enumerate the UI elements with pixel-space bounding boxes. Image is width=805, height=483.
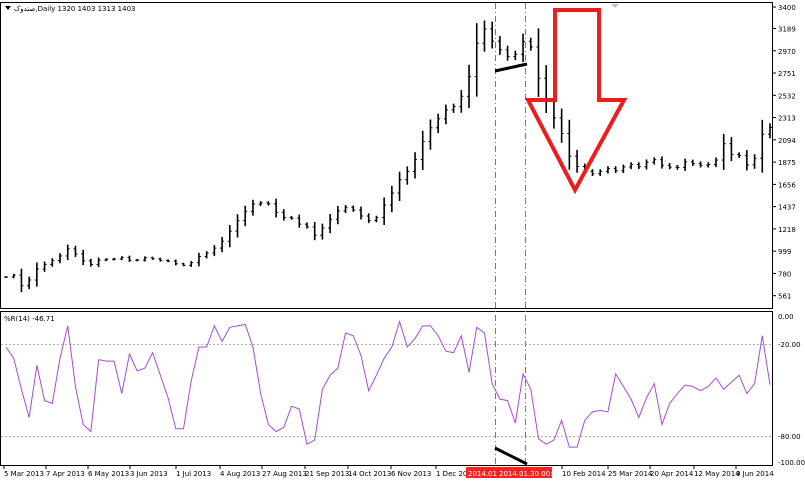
price-bars (4, 20, 772, 293)
oscillator-panel-frame (0, 311, 773, 466)
chart-title: صندوک,Daily 1320 1403 1313 1403 (14, 5, 136, 13)
time-tick-label: 20 Apr 2014 (650, 470, 694, 478)
price-panel-frame (0, 2, 773, 309)
wpr-line (5, 319, 771, 448)
wpr-divergence-line[interactable] (494, 446, 528, 466)
price-tick-label: 2532 (778, 92, 796, 100)
collapse-triangle-icon[interactable] (5, 6, 11, 10)
time-axis: 5 Mar 2013 7 Apr 2013 6 May 2013 3 Jun 2013… (3, 466, 774, 478)
date-highlight-1 (466, 467, 506, 478)
wpr-tick-80: -80.00 (778, 433, 801, 441)
wpr-line-group (5, 319, 771, 448)
time-tick-label: 9 Jun 2014 (736, 470, 774, 478)
price-divergence-line[interactable] (494, 62, 528, 73)
price-tick-label: 999 (778, 248, 791, 256)
down-arrow-annotation[interactable] (524, 8, 628, 195)
date-highlight-1-label: 2014.01 (468, 470, 497, 478)
wpr-tick-100: -100.00 (778, 459, 805, 467)
price-tick-label: 2094 (778, 137, 796, 145)
price-tick-label: 561 (778, 293, 791, 301)
scroll-marker-icon[interactable] (611, 4, 619, 8)
time-tick-label: 25 Mar 2014 (608, 470, 653, 478)
price-tick-label: 1656 (778, 181, 796, 189)
time-tick-label: 27 Aug 2013 (262, 470, 307, 478)
time-tick-label: 12 May 2014 (694, 470, 740, 478)
price-tick-label: 1437 (778, 204, 796, 212)
time-tick-label: 1 Dec 2013 (436, 470, 476, 478)
time-tick-label: 4 Aug 2013 (220, 470, 260, 478)
price-tick-label: 780 (778, 270, 791, 278)
price-tick-label: 2970 (778, 48, 796, 56)
price-tick-label: 3400 (778, 4, 796, 12)
time-tick-label: 6 May 2013 (88, 470, 129, 478)
price-axis: 3400 3189 2970 2751 2532 2313 2094 1875 1656 1437… (772, 4, 796, 301)
oscillator-label: %R(14) -46.71 (4, 315, 55, 323)
time-tick-label: 1 Jul 2013 (176, 470, 211, 478)
time-tick-label: 7 Apr 2013 (46, 470, 85, 478)
wpr-tick-20: -20.00 (778, 341, 801, 349)
date-highlight-2 (497, 467, 552, 478)
price-tick-label: 2751 (778, 70, 796, 78)
time-tick-label: 3 Jun 2013 (130, 470, 168, 478)
time-tick-label: 21 Sep 2013 (305, 470, 349, 478)
time-tick-label: 14 Oct 2013 (348, 470, 391, 478)
price-tick-label: 1218 (778, 226, 796, 234)
price-tick-label: 2313 (778, 115, 796, 123)
time-tick-label: 10 Feb 2014 (562, 470, 606, 478)
time-tick-label: 5 Mar 2013 (4, 470, 44, 478)
wpr-tick-0: 0.00 (778, 313, 794, 321)
date-highlight-2-label: 2014.01.30 00:00 (499, 470, 561, 478)
time-tick-label: 6 Nov 2013 (391, 470, 431, 478)
price-tick-label: 1875 (778, 159, 796, 167)
price-tick-label: 3189 (778, 26, 796, 34)
